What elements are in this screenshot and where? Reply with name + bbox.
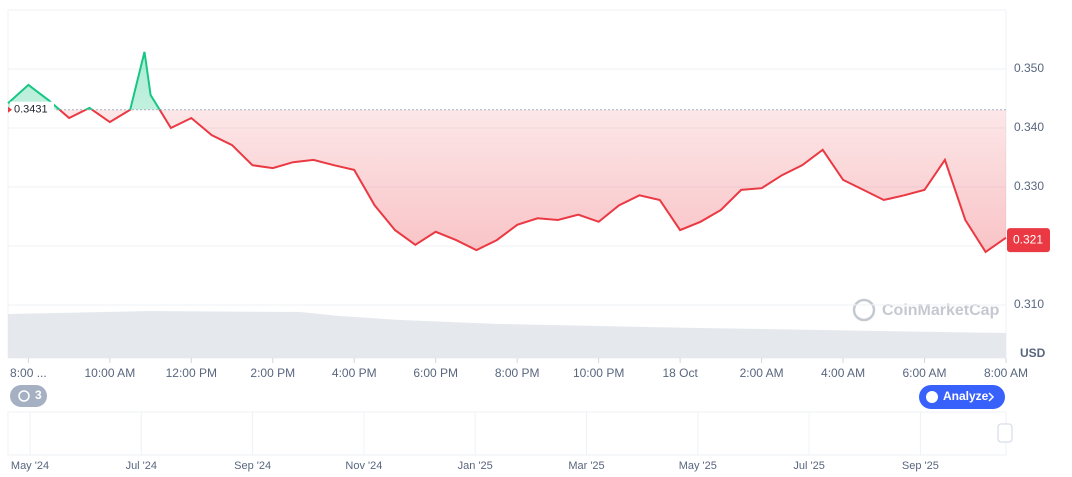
navigator-label: Mar '25 [568,460,604,472]
analyze-button[interactable]: Analyze [919,385,1005,409]
baseline-label: 0.3431 [14,104,48,116]
x-tick-label: 8:00 AM [984,366,1028,380]
x-tick-label: 12:00 PM [166,366,217,380]
x-tick-label: 8:00 PM [495,366,540,380]
navigator [7,411,1007,456]
current-price-label: 0.321 [1013,232,1043,246]
area-down [8,109,1006,252]
history-button[interactable]: 3 [10,385,47,407]
x-tick-label: 18 Oct [662,366,698,380]
x-tick-label: 2:00 AM [740,366,784,380]
watermark-text: CoinMarketCap [882,302,1000,319]
navigator-label: May '24 [11,460,49,472]
price-line-down [58,109,1007,254]
history-count: 3 [35,388,42,402]
navigator-label: Nov '24 [345,460,382,472]
x-tick-label: 8:00 ... [10,366,47,380]
x-tick-label: 6:00 AM [903,366,947,380]
x-tick-label: 6:00 PM [413,366,458,380]
navigator-label: Jan '25 [458,460,493,472]
baseline-label-bg [10,101,54,118]
y-tick-label: 0.310 [1014,297,1044,311]
currency-label: USD [1020,346,1046,360]
x-tick-label: 4:00 PM [332,366,377,380]
x-tick-label: 10:00 AM [84,366,135,380]
x-tick-label: 4:00 AM [821,366,865,380]
x-tick-label: 2:00 PM [250,366,295,380]
y-tick-label: 0.340 [1014,120,1044,134]
current-price-tag [1007,228,1050,253]
y-tick-label: 0.350 [1014,61,1044,75]
navigator-label: Jul '25 [793,460,824,472]
baseline-marker [8,106,12,113]
navigator-label: May '25 [679,460,717,472]
navigator-handle[interactable] [997,423,1013,443]
volume-area [8,311,1006,358]
navigator-label: Sep '24 [234,460,271,472]
price-line-up [7,51,161,110]
y-tick-label: 0.330 [1014,179,1044,193]
navigator-label: Jul '24 [126,460,157,472]
navigator-label: Sep '25 [902,460,939,472]
x-tick-label: 10:00 PM [573,366,624,380]
analyze-text: Analyze [943,389,989,403]
watermark: CoinMarketCap [852,298,1000,322]
